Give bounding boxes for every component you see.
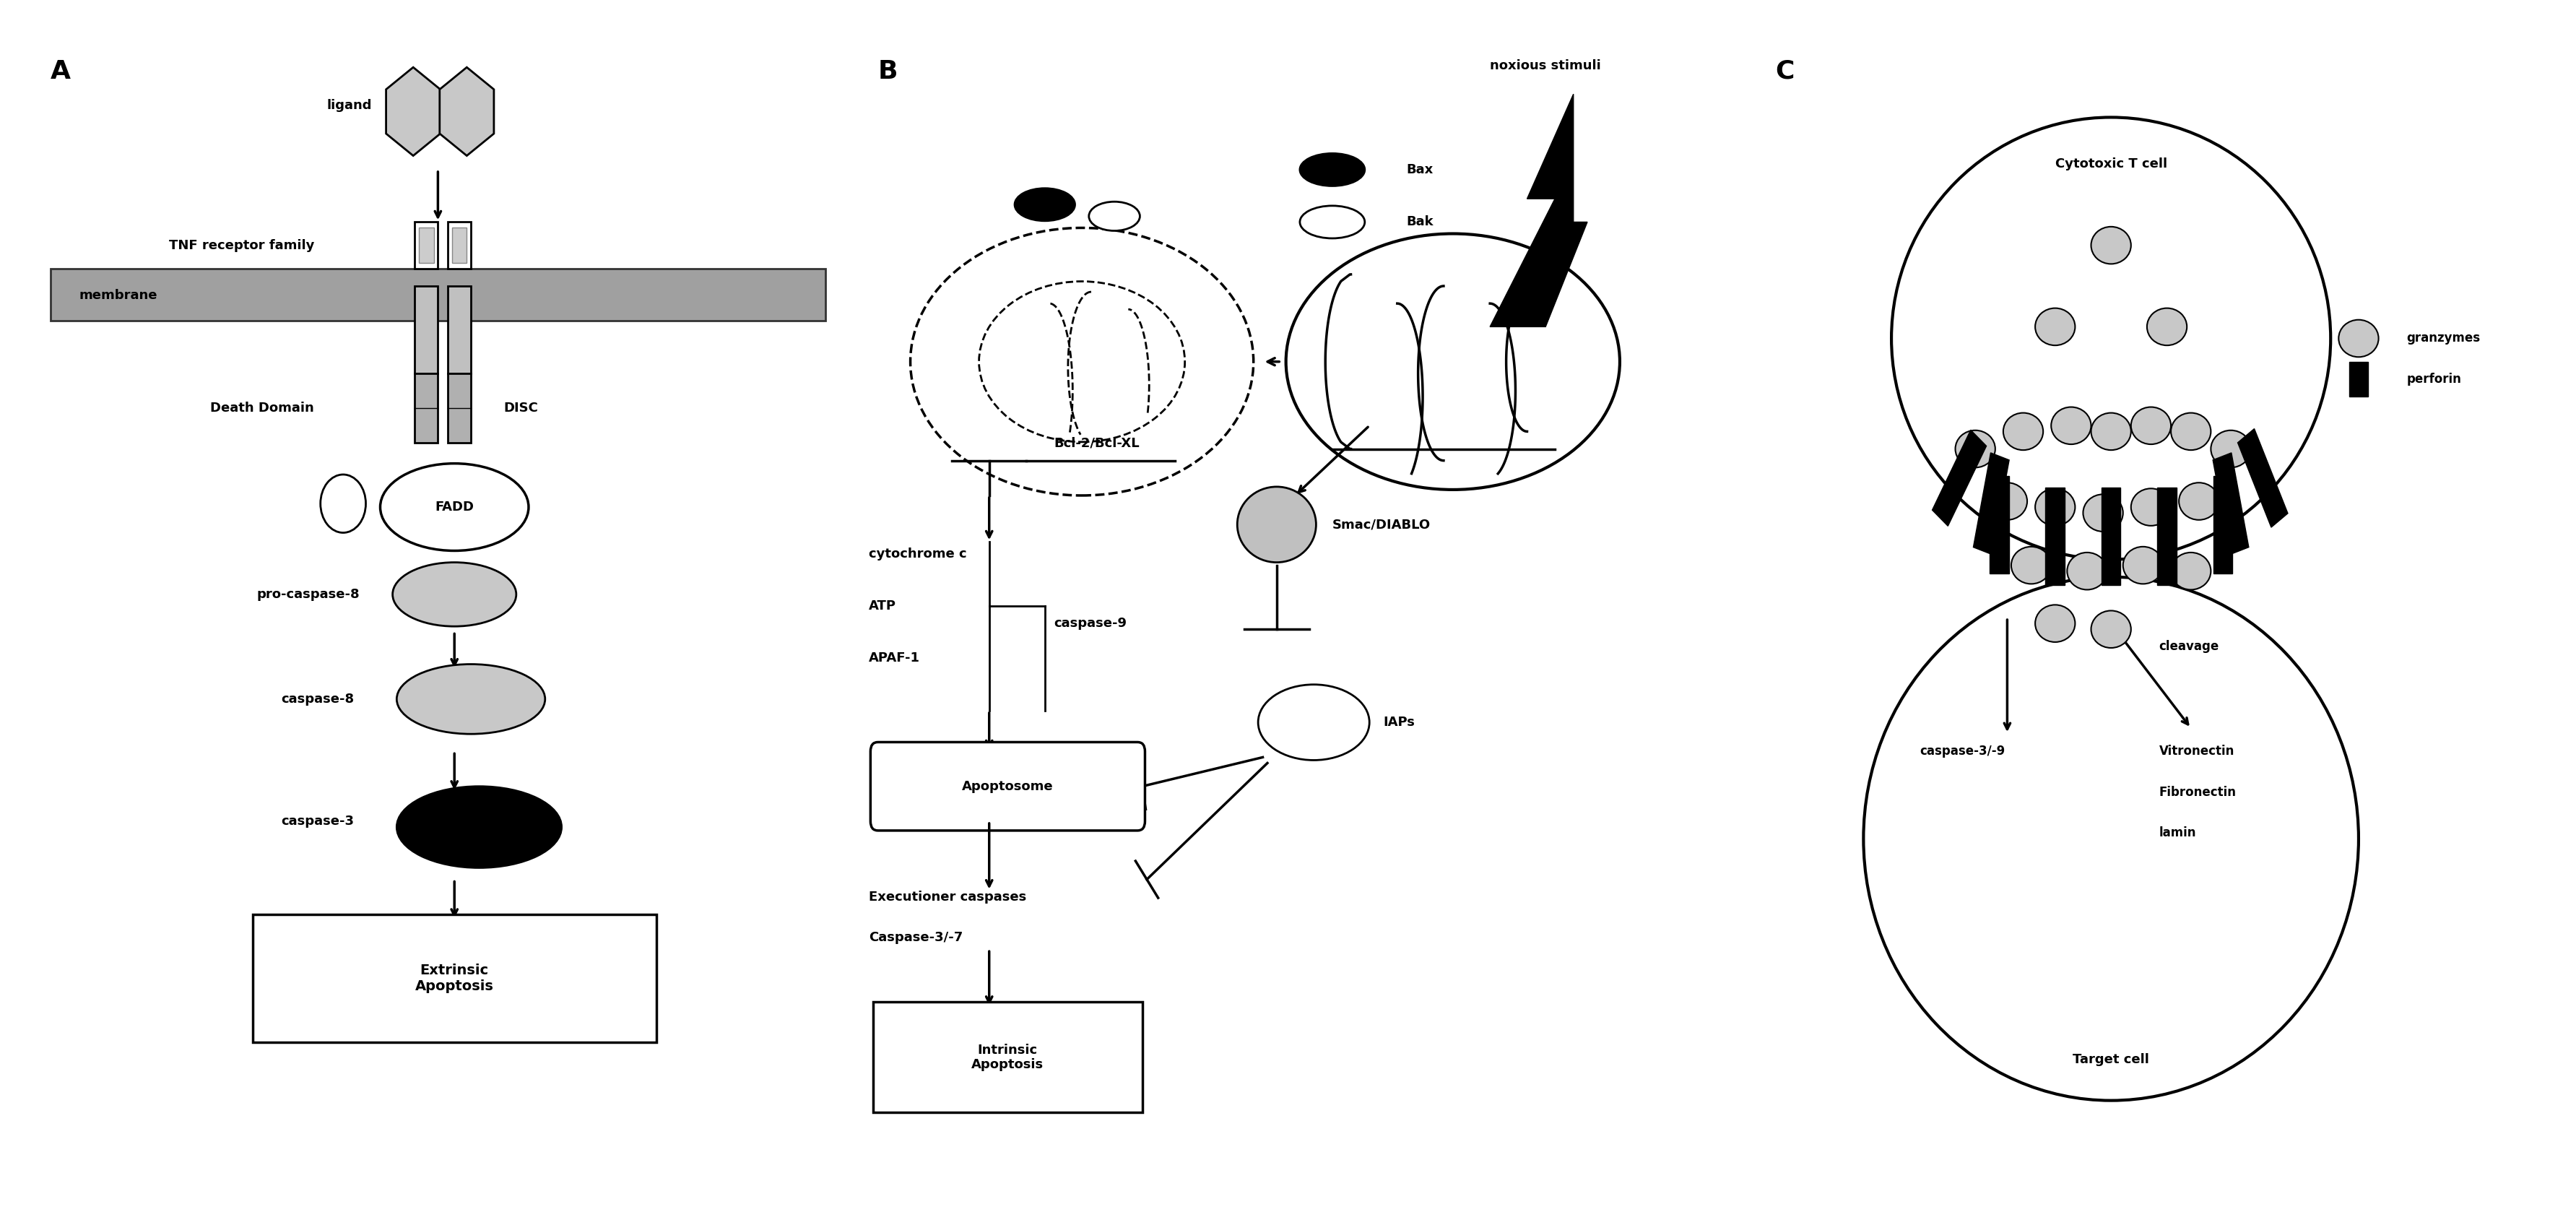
- Ellipse shape: [2035, 488, 2076, 526]
- Text: Fibronectin: Fibronectin: [2159, 785, 2236, 799]
- FancyBboxPatch shape: [415, 222, 438, 269]
- Ellipse shape: [1301, 154, 1365, 185]
- Polygon shape: [2102, 487, 2120, 585]
- Text: IAPs: IAPs: [1383, 716, 1414, 728]
- Ellipse shape: [2035, 605, 2076, 642]
- Ellipse shape: [2123, 547, 2164, 584]
- Ellipse shape: [2210, 430, 2251, 468]
- Polygon shape: [1989, 475, 2009, 573]
- Ellipse shape: [2146, 308, 2187, 345]
- Ellipse shape: [1015, 188, 1074, 221]
- Text: perforin: perforin: [2406, 372, 2460, 385]
- Text: caspase-3/-9: caspase-3/-9: [1919, 745, 2004, 758]
- Text: Target cell: Target cell: [2074, 1053, 2148, 1067]
- Text: FADD: FADD: [435, 501, 474, 514]
- Text: caspase-3: caspase-3: [281, 814, 355, 828]
- Ellipse shape: [1236, 487, 1316, 562]
- Ellipse shape: [1257, 685, 1370, 760]
- Polygon shape: [1973, 453, 2009, 554]
- FancyBboxPatch shape: [415, 373, 438, 444]
- Text: Cytotoxic T cell: Cytotoxic T cell: [2056, 158, 2166, 171]
- Ellipse shape: [319, 475, 366, 533]
- Text: C: C: [1775, 59, 1795, 84]
- Ellipse shape: [397, 787, 562, 868]
- Text: Vitronectin: Vitronectin: [2159, 745, 2233, 758]
- Ellipse shape: [979, 281, 1185, 442]
- Text: Extrinsic
Apoptosis: Extrinsic Apoptosis: [415, 964, 495, 993]
- Polygon shape: [2213, 453, 2249, 554]
- FancyBboxPatch shape: [448, 373, 471, 444]
- Text: Smac/DIABLO: Smac/DIABLO: [1332, 518, 1430, 531]
- Text: Executioner caspases: Executioner caspases: [868, 891, 1025, 903]
- Ellipse shape: [1862, 577, 2360, 1100]
- Ellipse shape: [2130, 488, 2172, 526]
- FancyBboxPatch shape: [448, 286, 471, 373]
- Text: granzymes: granzymes: [2406, 332, 2481, 345]
- Ellipse shape: [2066, 553, 2107, 590]
- Ellipse shape: [1986, 482, 2027, 520]
- Polygon shape: [440, 68, 495, 155]
- Text: Intrinsic
Apoptosis: Intrinsic Apoptosis: [971, 1044, 1043, 1071]
- Text: TNF receptor family: TNF receptor family: [170, 239, 314, 252]
- Ellipse shape: [1955, 430, 1996, 468]
- FancyBboxPatch shape: [252, 914, 657, 1042]
- Text: ATP: ATP: [868, 600, 896, 612]
- Ellipse shape: [1891, 118, 2331, 560]
- Polygon shape: [386, 68, 440, 155]
- Ellipse shape: [2172, 553, 2210, 590]
- Ellipse shape: [381, 463, 528, 550]
- Text: pro-caspase-8: pro-caspase-8: [258, 588, 361, 601]
- Text: B: B: [878, 59, 899, 84]
- Ellipse shape: [392, 562, 515, 627]
- Ellipse shape: [2050, 407, 2092, 445]
- FancyBboxPatch shape: [52, 269, 824, 321]
- Ellipse shape: [397, 664, 546, 734]
- Text: cleavage: cleavage: [2159, 640, 2218, 653]
- Text: caspase-8: caspase-8: [281, 692, 355, 705]
- FancyBboxPatch shape: [451, 228, 466, 263]
- FancyBboxPatch shape: [415, 286, 438, 373]
- Ellipse shape: [1301, 206, 1365, 239]
- Ellipse shape: [2012, 547, 2050, 584]
- Ellipse shape: [909, 228, 1255, 496]
- Polygon shape: [2156, 487, 2177, 585]
- Text: ligand: ligand: [327, 99, 371, 113]
- Ellipse shape: [2092, 227, 2130, 264]
- Text: DISC: DISC: [505, 401, 538, 415]
- Text: membrane: membrane: [80, 288, 157, 302]
- Ellipse shape: [2092, 413, 2130, 450]
- Text: caspase-9: caspase-9: [1054, 617, 1128, 630]
- Text: A: A: [52, 59, 70, 84]
- Text: APAF-1: APAF-1: [868, 652, 920, 665]
- FancyBboxPatch shape: [871, 742, 1144, 830]
- Ellipse shape: [2172, 413, 2210, 450]
- Ellipse shape: [2339, 320, 2378, 358]
- Ellipse shape: [2004, 413, 2043, 450]
- Ellipse shape: [2084, 494, 2123, 532]
- Text: Caspase-3/-7: Caspase-3/-7: [868, 931, 963, 944]
- Text: noxious stimuli: noxious stimuli: [1489, 59, 1602, 73]
- Ellipse shape: [2035, 308, 2076, 345]
- FancyBboxPatch shape: [448, 222, 471, 269]
- Polygon shape: [1932, 430, 1986, 526]
- Ellipse shape: [2130, 407, 2172, 445]
- Text: Bak: Bak: [1406, 216, 1435, 229]
- Polygon shape: [2349, 361, 2367, 396]
- FancyBboxPatch shape: [420, 228, 433, 263]
- Polygon shape: [1489, 95, 1587, 327]
- Text: Apoptosome: Apoptosome: [961, 779, 1054, 793]
- Text: cytochrome c: cytochrome c: [868, 547, 966, 560]
- FancyBboxPatch shape: [873, 1001, 1141, 1113]
- Ellipse shape: [1090, 201, 1141, 230]
- Polygon shape: [2239, 429, 2287, 527]
- Text: Bax: Bax: [1406, 164, 1432, 176]
- Text: Bcl-2/Bcl-XL: Bcl-2/Bcl-XL: [1054, 436, 1139, 450]
- Polygon shape: [2045, 487, 2066, 585]
- Polygon shape: [2213, 475, 2233, 573]
- Text: Death Domain: Death Domain: [211, 401, 314, 415]
- Ellipse shape: [2179, 482, 2218, 520]
- Ellipse shape: [1285, 234, 1620, 490]
- Text: lamin: lamin: [2159, 827, 2197, 840]
- Ellipse shape: [2092, 611, 2130, 648]
